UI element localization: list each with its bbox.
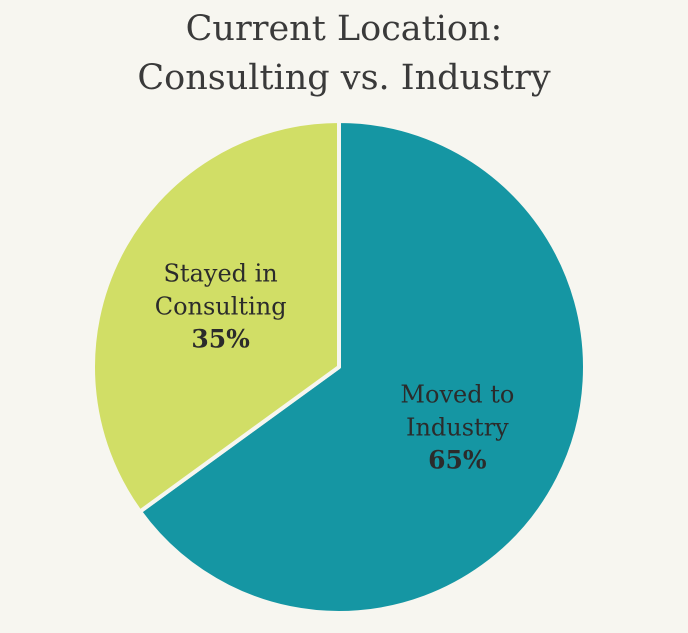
slice-2-label-line-1: Stayed in [163,260,277,288]
slice-1-value-label: 65% [428,445,487,474]
chart-title-line-1: Current Location: [186,9,503,49]
slice-1-label-line-2: Industry [406,413,509,441]
chart-title-line-2: Consulting vs. Industry [137,58,550,98]
pie-slice-2 [91,119,341,514]
pie-labels: Moved to Industry 65% Stayed in Consulting 35… [155,260,515,475]
slice-2-label-line-2: Consulting [155,293,287,321]
pie-slices [91,119,587,615]
slice-1-label-line-1: Moved to [400,380,514,408]
slice-2-value-label: 35% [191,325,250,354]
pie-slice-1 [137,119,587,615]
